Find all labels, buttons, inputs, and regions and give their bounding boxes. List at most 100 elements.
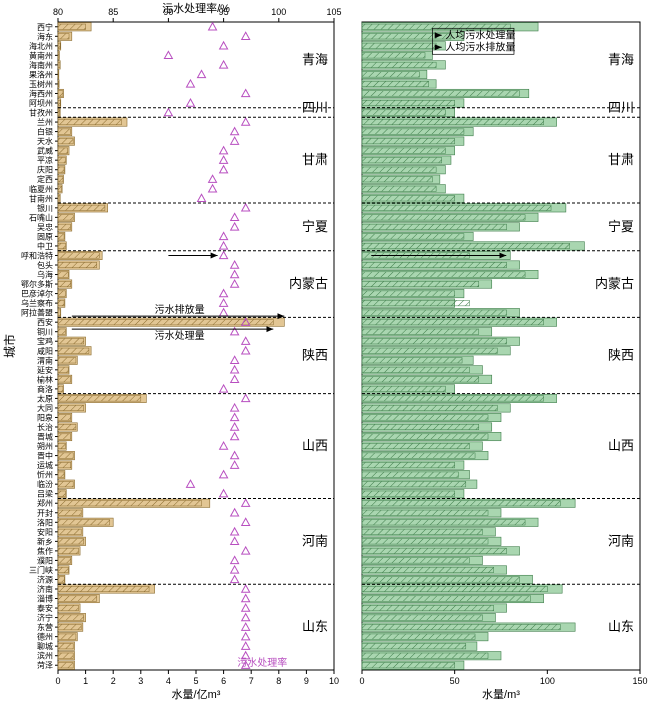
treatment-rate-marker xyxy=(242,89,250,96)
left-bar-treated xyxy=(58,472,64,477)
left-bar-treated xyxy=(58,605,78,610)
city-label: 大同 xyxy=(37,403,53,413)
right-bar-percap-treated xyxy=(362,62,436,67)
left-bar-treated xyxy=(58,548,78,553)
city-label: 阳泉 xyxy=(37,412,53,422)
left-bar-treated xyxy=(58,462,71,467)
region-label-left: 陕西 xyxy=(302,348,328,363)
right-bar-percap-treated xyxy=(362,653,488,658)
treatment-rate-marker xyxy=(242,518,250,525)
city-label: 济源 xyxy=(37,574,53,584)
legend-percap-discharge: 人均污水排放量 xyxy=(445,40,515,53)
city-label: 乌兰察布 xyxy=(21,298,53,308)
treatment-rate-marker xyxy=(220,61,228,68)
left-bar-treated xyxy=(58,129,70,134)
left-bar-treated xyxy=(58,624,81,629)
treatment-rate-marker xyxy=(231,213,239,220)
legend-rate: 污水处理率 xyxy=(237,656,287,669)
city-label: 开封 xyxy=(37,508,53,518)
treatment-rate-marker xyxy=(231,128,239,135)
treatment-rate-marker xyxy=(186,80,194,87)
right-bar-percap-treated xyxy=(362,586,547,591)
right-bar-percap-treated xyxy=(362,615,482,620)
left-bar-treated xyxy=(58,529,81,534)
left-bar-treated xyxy=(58,34,69,39)
left-bar-treated xyxy=(58,215,73,220)
treatment-rate-marker xyxy=(231,537,239,544)
city-label: 宝鸡 xyxy=(37,336,53,346)
city-label: 西宁 xyxy=(37,22,53,32)
treatment-rate-marker xyxy=(209,23,217,30)
region-label-left: 宁夏 xyxy=(302,219,328,234)
treatment-rate-marker xyxy=(220,299,228,306)
region-label-right: 陕西 xyxy=(608,348,634,363)
right-bar-percap-treated xyxy=(362,472,458,477)
city-label: 郑州 xyxy=(37,498,53,508)
city-label: 太原 xyxy=(37,393,53,403)
city-label: 吕梁 xyxy=(37,490,53,499)
region-label-left: 甘肃 xyxy=(302,152,328,167)
tick-label: 9 xyxy=(304,676,309,686)
left-bar-treated xyxy=(58,100,60,105)
treatment-rate-marker xyxy=(186,480,194,487)
right-bar-percap-treated xyxy=(362,396,544,401)
right-bar-percap-treated xyxy=(362,272,525,277)
tick-label: 105 xyxy=(326,7,341,17)
left-bar-treated xyxy=(58,148,68,153)
left-bar-treated xyxy=(58,72,59,77)
city-label: 兰州 xyxy=(37,117,53,127)
treatment-rate-marker xyxy=(209,175,217,182)
right-bar-percap-treated xyxy=(362,186,436,191)
left-bar-treated xyxy=(58,234,64,239)
left-bar-treated xyxy=(58,491,65,496)
right-bar-percap-treated xyxy=(362,53,425,58)
treatment-rate-marker xyxy=(220,232,228,239)
tick-label: 4 xyxy=(166,676,171,686)
right-bar-percap-treated xyxy=(362,377,479,382)
left-bar-treated xyxy=(58,501,202,506)
city-label: 巴彦淖尔 xyxy=(21,289,53,299)
left-bar-treated xyxy=(58,272,68,277)
treatment-rate-marker xyxy=(164,51,172,58)
left-bar-treated xyxy=(58,177,63,182)
city-label: 平凉 xyxy=(37,155,53,165)
city-label: 聊城 xyxy=(37,642,53,651)
city-label: 濮阳 xyxy=(37,555,53,565)
treatment-rate-marker xyxy=(231,509,239,516)
city-label: 阿拉善盟 xyxy=(21,308,53,318)
right-bar-percap-treated xyxy=(362,224,507,229)
tick-label: 6 xyxy=(221,676,226,686)
tick-label: 1 xyxy=(83,676,88,686)
right-bar-percap-treated xyxy=(362,300,469,305)
left-bar-treated xyxy=(58,577,64,582)
treatment-rate-marker xyxy=(242,604,250,611)
city-label: 海西州 xyxy=(29,88,53,98)
city-label: 天水 xyxy=(37,136,53,146)
region-label-right: 青海 xyxy=(608,52,634,67)
region-label-left: 山西 xyxy=(302,438,328,453)
left-bar-treated xyxy=(58,386,63,391)
city-label: 阿坝州 xyxy=(29,99,53,108)
city-label: 黄南州 xyxy=(29,50,53,60)
right-bar-percap-treated xyxy=(362,129,464,134)
treatment-rate-marker xyxy=(231,528,239,535)
treatment-rate-marker xyxy=(231,566,239,573)
city-label: 菏泽 xyxy=(37,660,53,670)
right-bottom-axis-title: 水量/m³ xyxy=(482,688,520,701)
left-bar-treated xyxy=(58,567,68,572)
treatment-rate-marker xyxy=(231,575,239,582)
treatment-rate-marker xyxy=(231,223,239,230)
city-label: 东营 xyxy=(37,622,53,632)
treatment-rate-marker xyxy=(209,185,217,192)
right-bar-percap-treated xyxy=(362,548,507,553)
left-bar-treated xyxy=(58,434,71,439)
right-bar-percap-treated xyxy=(362,663,455,668)
city-label: 商洛 xyxy=(37,384,53,394)
city-label: 德州 xyxy=(37,632,53,642)
city-label: 白银 xyxy=(37,127,53,137)
right-bar-percap-treated xyxy=(362,24,510,29)
right-bar-percap-treated xyxy=(362,567,494,572)
right-bar-percap-treated xyxy=(362,262,507,267)
treatment-rate-marker xyxy=(186,99,194,106)
right-bar-percap-treated xyxy=(362,348,497,353)
